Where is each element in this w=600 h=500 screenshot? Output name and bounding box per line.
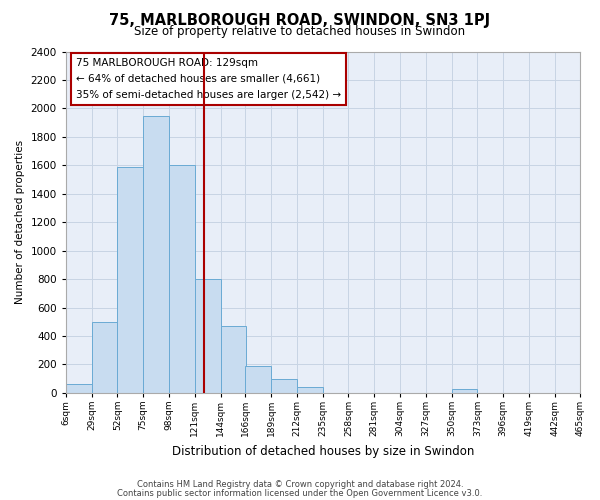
- X-axis label: Distribution of detached houses by size in Swindon: Distribution of detached houses by size …: [172, 444, 475, 458]
- Bar: [452, 388, 478, 393]
- Text: Size of property relative to detached houses in Swindon: Size of property relative to detached ho…: [134, 25, 466, 38]
- Bar: [297, 387, 323, 393]
- Bar: [92, 322, 118, 393]
- Text: Contains public sector information licensed under the Open Government Licence v3: Contains public sector information licen…: [118, 488, 482, 498]
- Bar: [245, 366, 271, 393]
- Bar: [195, 279, 221, 393]
- Bar: [143, 116, 169, 393]
- Bar: [118, 166, 143, 393]
- Bar: [169, 166, 195, 393]
- Bar: [221, 326, 247, 393]
- Text: 75, MARLBOROUGH ROAD, SWINDON, SN3 1PJ: 75, MARLBOROUGH ROAD, SWINDON, SN3 1PJ: [109, 12, 491, 28]
- Bar: [271, 378, 297, 393]
- Bar: [66, 384, 92, 393]
- Text: 75 MARLBOROUGH ROAD: 129sqm
← 64% of detached houses are smaller (4,661)
35% of : 75 MARLBOROUGH ROAD: 129sqm ← 64% of det…: [76, 58, 341, 100]
- Y-axis label: Number of detached properties: Number of detached properties: [15, 140, 25, 304]
- Text: Contains HM Land Registry data © Crown copyright and database right 2024.: Contains HM Land Registry data © Crown c…: [137, 480, 463, 489]
